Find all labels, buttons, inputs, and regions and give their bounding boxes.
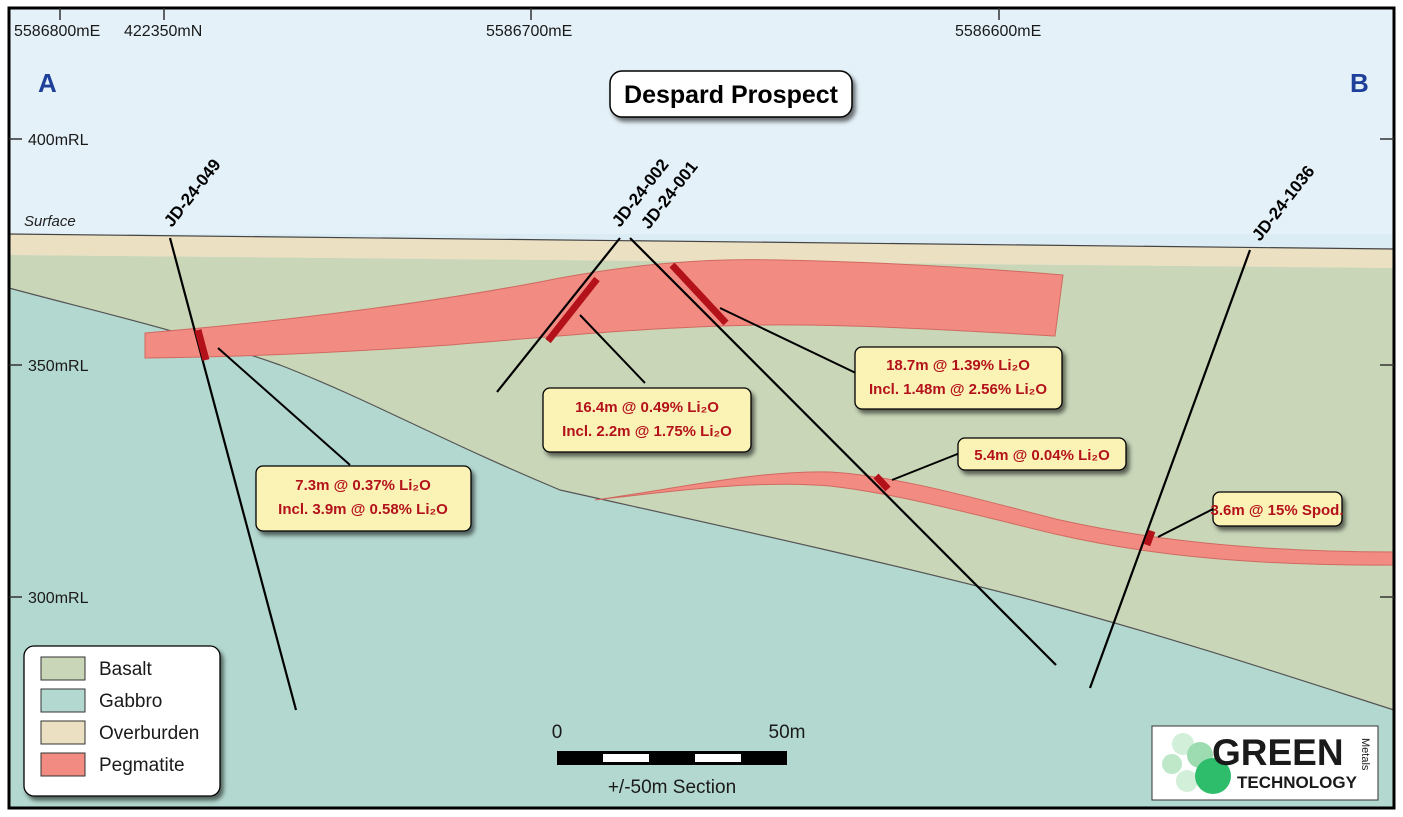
callout-line-2: Incl. 1.48m @ 2.56% Li₂O — [869, 381, 1047, 398]
legend-swatch-overburden — [40, 720, 86, 745]
callout-box — [1212, 491, 1343, 527]
scale-bar-segment-1 — [603, 754, 649, 762]
easting-label-4: 5586600mE — [955, 23, 1041, 40]
section-end-a: A — [38, 68, 57, 98]
legend-label-overburden: Overburden — [99, 723, 199, 744]
diagram-frame — [7, 6, 1396, 810]
rl-label-350: 350mRL — [28, 358, 89, 375]
section-end-b: B — [1350, 68, 1369, 98]
scale-bar: 0 50m +/-50m Section — [552, 722, 806, 798]
scale-bar-outline — [557, 751, 787, 765]
scale-bar-segment-2 — [695, 754, 741, 762]
intercept-mark-049 — [194, 329, 210, 361]
logo-dot — [1195, 758, 1231, 794]
callout-box — [255, 465, 472, 532]
callout-line-1: 18.7m @ 1.39% Li₂O — [886, 357, 1030, 374]
drill-hole-jd-24-1036 — [1088, 249, 1252, 689]
intercept-callout-002: 16.4m @ 0.49% Li₂O Incl. 2.2m @ 1.75% Li… — [542, 387, 752, 453]
rl-label-400: 400mRL — [28, 132, 89, 149]
pegmatite-upper — [144, 259, 1064, 359]
callout-box — [957, 437, 1127, 471]
scale-bar-end-label: 50m — [769, 722, 806, 743]
intercept-mark-1036 — [1143, 529, 1156, 547]
leader-line-5 — [1157, 507, 1216, 538]
legend-label-gabbro: Gabbro — [99, 691, 162, 712]
legend-swatch-pegmatite — [40, 752, 86, 777]
leader-line-1 — [217, 347, 351, 466]
logo-dot — [1176, 770, 1198, 792]
logo-dot — [1162, 754, 1182, 774]
callout-box — [854, 346, 1063, 410]
logo-side-text: Metals — [1359, 738, 1371, 771]
leader-line-4 — [891, 452, 961, 481]
sky-band — [9, 8, 1394, 234]
intercept-mark-002 — [545, 276, 600, 344]
easting-ticks — [59, 8, 1000, 20]
scale-bar-start-label: 0 — [552, 722, 563, 743]
drill-hole-jd-24-049 — [168, 237, 298, 711]
green-technology-metals-logo: GREEN TECHNOLOGY Metals — [1151, 725, 1379, 801]
drill-hole-traces — [168, 237, 1252, 711]
callout-line-1: 3.6m @ 15% Spod. — [1210, 502, 1343, 519]
intercept-mark-001-lower — [873, 473, 891, 492]
title-box — [609, 70, 853, 118]
legend-swatch-gabbro — [40, 688, 86, 713]
legend-label-basalt: Basalt — [99, 659, 153, 680]
easting-label-2: 422350mN — [124, 23, 202, 40]
intercept-callout-001: 18.7m @ 1.39% Li₂O Incl. 1.48m @ 2.56% L… — [854, 346, 1063, 410]
leader-line-2 — [579, 314, 646, 384]
drill-hole-jd-24-002 — [496, 237, 621, 393]
rl-label-300: 300mRL — [28, 590, 89, 607]
callout-line-2: Incl. 3.9m @ 0.58% Li₂O — [278, 501, 448, 518]
callout-box — [542, 387, 752, 453]
intercept-callout-049: 7.3m @ 0.37% Li₂O Incl. 3.9m @ 0.58% Li₂… — [255, 465, 472, 532]
intercept-callout-001-lower: 5.4m @ 0.04% Li₂O — [957, 437, 1127, 471]
callout-line-2: Incl. 2.2m @ 1.75% Li₂O — [562, 423, 732, 440]
surface-line — [8, 233, 1395, 250]
legend: Basalt Gabbro Overburden Pegmatite — [23, 645, 221, 797]
intercept-callout-1036: 3.6m @ 15% Spod. — [1210, 491, 1344, 527]
logo-line-1: GREEN — [1212, 732, 1344, 773]
intercept-mark-001 — [669, 262, 729, 326]
intercept-marks — [194, 262, 1156, 547]
callout-line-1: 7.3m @ 0.37% Li₂O — [295, 477, 431, 494]
legend-label-pegmatite: Pegmatite — [99, 755, 185, 776]
callout-line-1: 16.4m @ 0.49% Li₂O — [575, 399, 719, 416]
rl-ticks — [9, 138, 1394, 598]
page-title: Despard Prospect — [624, 81, 839, 109]
legend-swatch-basalt — [40, 656, 86, 681]
drill-hole-jd-24-001 — [629, 237, 1057, 666]
leader-line-3 — [719, 307, 861, 376]
logo-line-2: TECHNOLOGY — [1237, 773, 1358, 792]
overburden-unit — [9, 234, 1394, 268]
callout-line-1: 5.4m @ 0.04% Li₂O — [974, 447, 1110, 464]
easting-label-3: 5586700mE — [486, 23, 572, 40]
easting-label-1: 5586800mE — [14, 23, 100, 40]
surface-label: Surface — [24, 213, 76, 230]
scale-bar-caption: +/-50m Section — [608, 777, 736, 798]
leader-lines — [217, 307, 1216, 538]
